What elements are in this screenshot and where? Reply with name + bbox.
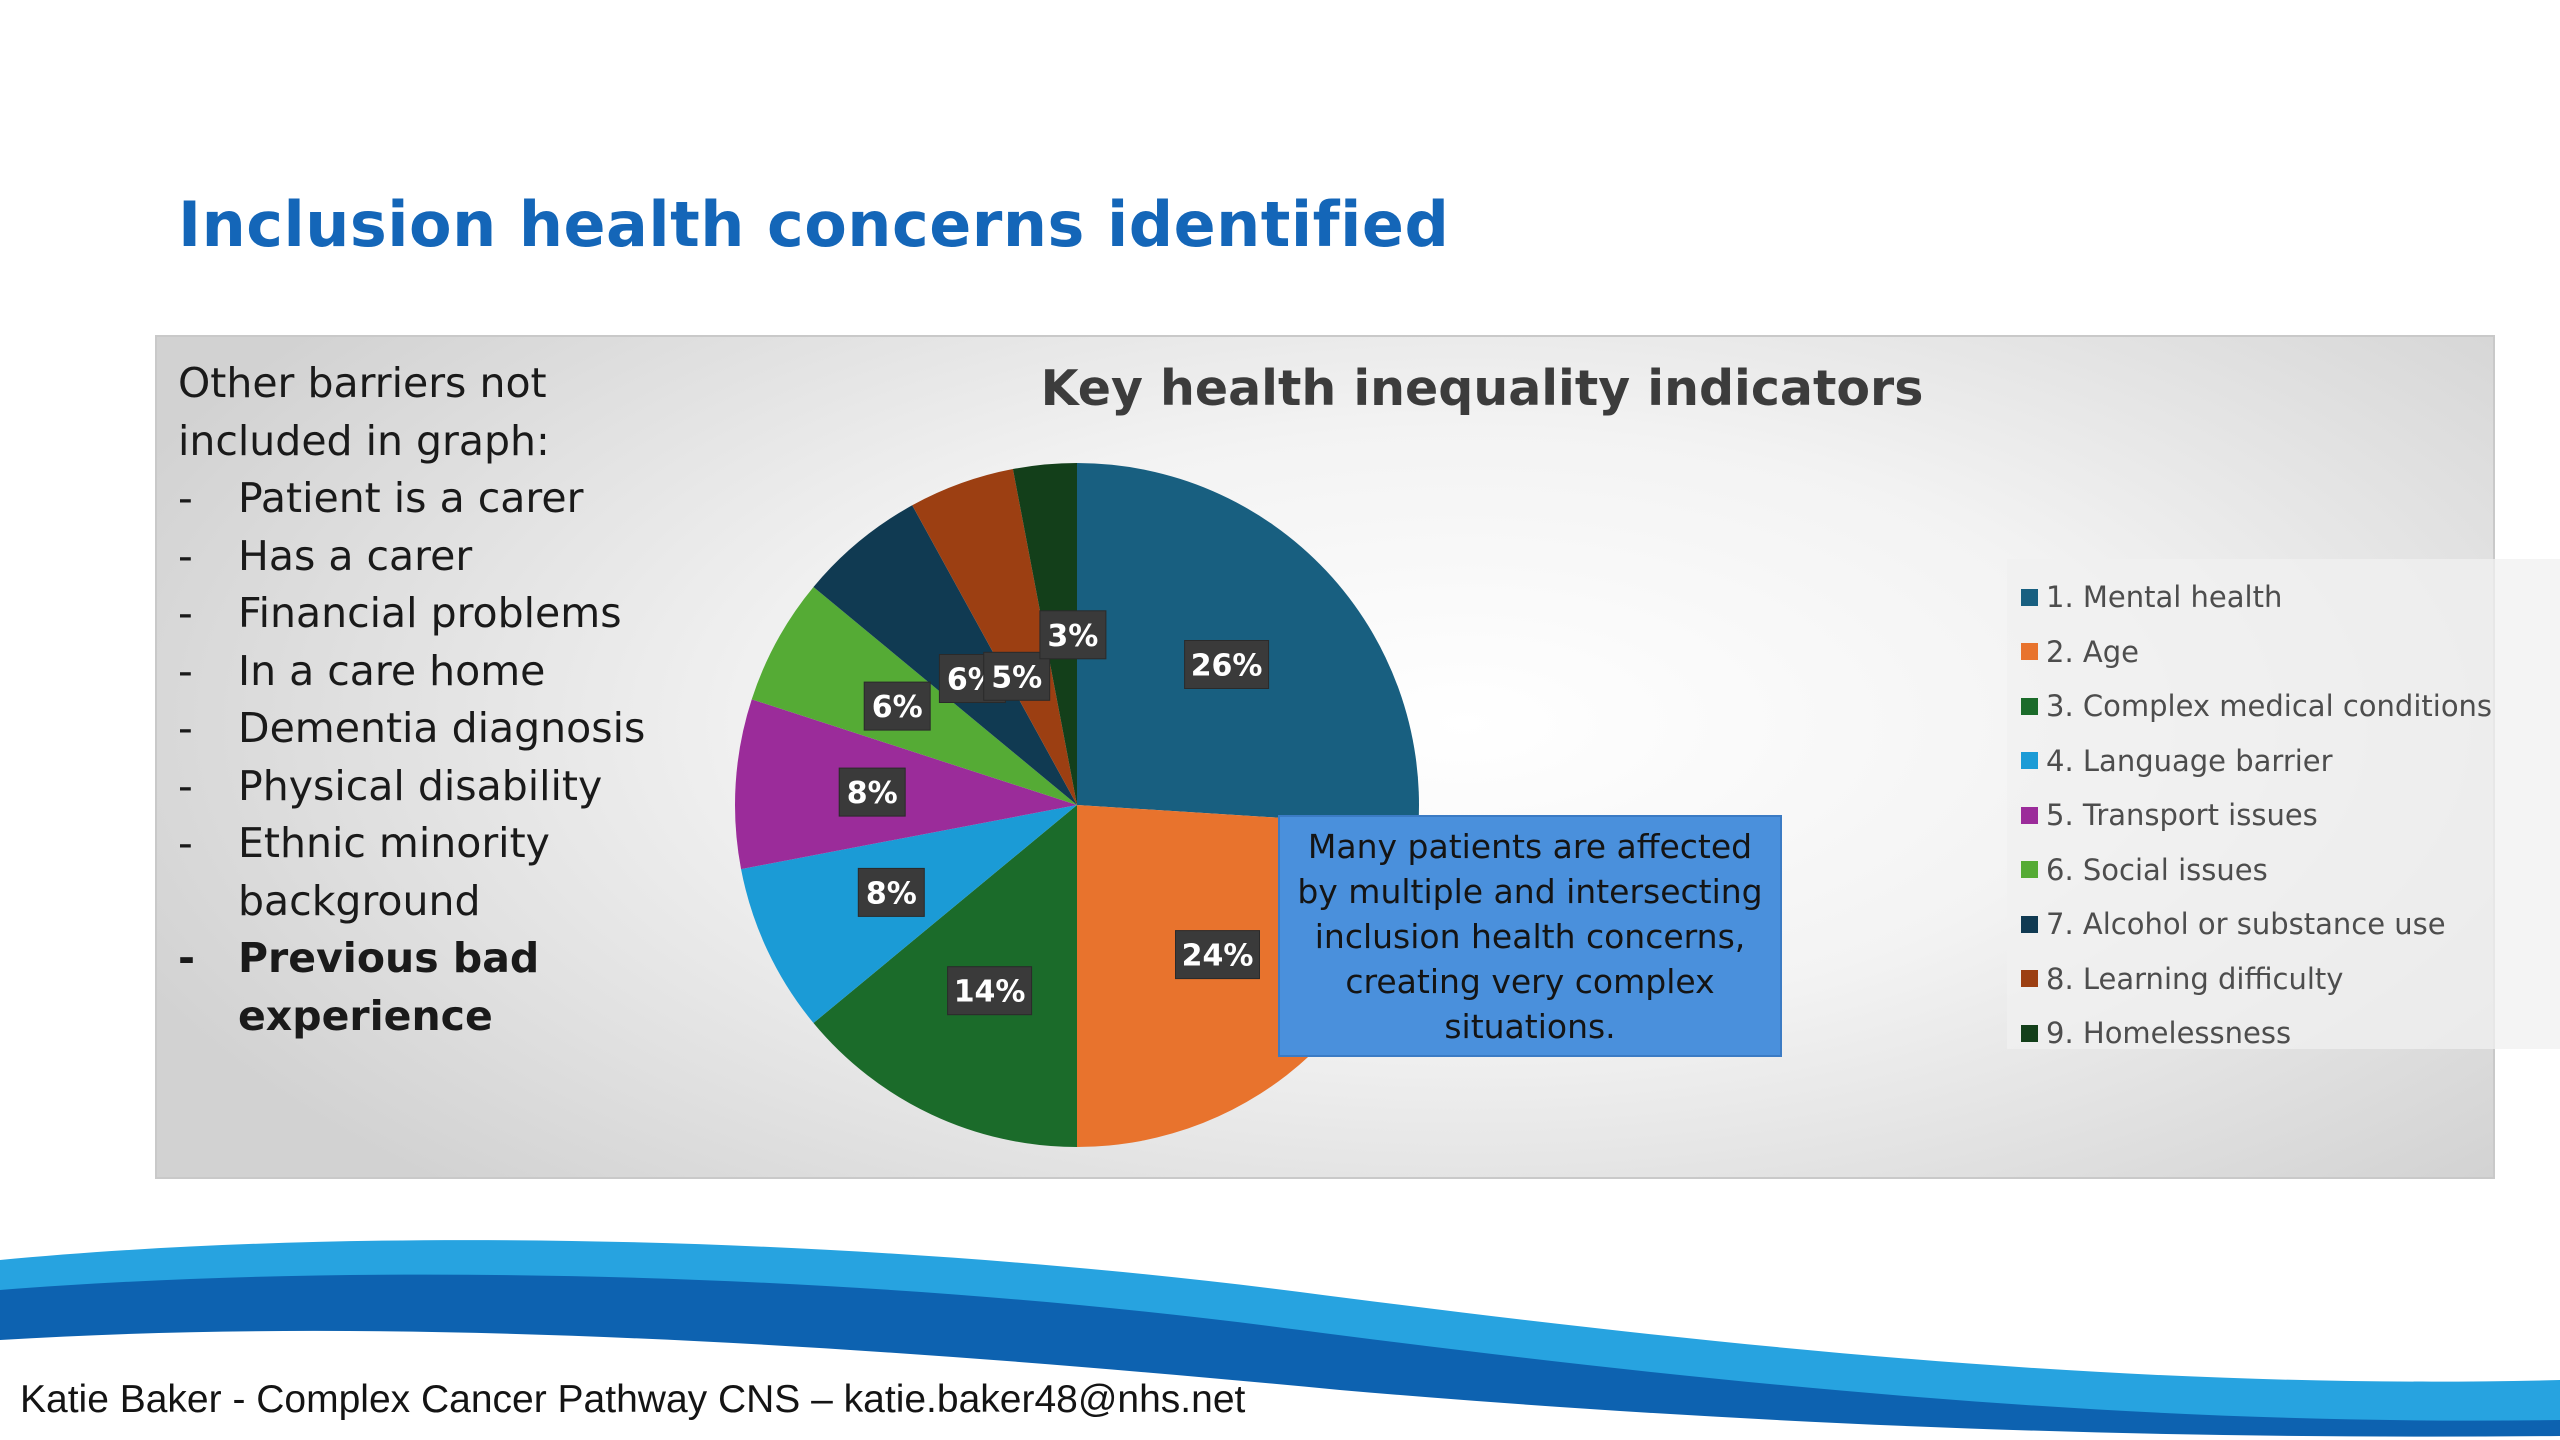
- legend-item: 9. Homelessness: [2021, 1006, 2560, 1061]
- bullet-dash: -: [178, 589, 193, 637]
- pie-data-label: 26%: [1184, 640, 1270, 689]
- legend-label: 9. Homelessness: [2046, 1016, 2292, 1051]
- barrier-item: - Ethnic minority background: [178, 815, 738, 930]
- bullet-dash: -: [178, 531, 193, 580]
- chart-legend: 1. Mental health 2. Age 3. Complex medical…: [2007, 559, 2560, 1050]
- data-label-box: [947, 966, 1033, 1016]
- barrier-item-text: background: [238, 876, 481, 925]
- bullet-dash: -: [178, 934, 196, 982]
- data-label-box: [1184, 640, 1270, 689]
- bullet-dash: -: [178, 704, 193, 752]
- data-label-box: [838, 767, 906, 817]
- legend-swatch: [2021, 643, 2038, 661]
- legend-swatch: [2021, 588, 2038, 606]
- barrier-item-text: Dementia diagnosis: [238, 704, 646, 752]
- data-label-text: 8%: [866, 876, 917, 911]
- legend-swatch: [2021, 1024, 2038, 1042]
- legend-label: 5. Transport issues: [2046, 798, 2318, 833]
- pie-data-label: 8%: [857, 867, 925, 917]
- data-label-text: 6%: [872, 690, 923, 725]
- data-label-box: [1175, 930, 1260, 980]
- bullet-dash: -: [178, 761, 193, 810]
- data-label-box: [857, 867, 925, 917]
- barrier-item-text: Physical disability: [238, 761, 603, 810]
- barrier-item: - Previous bad experience: [178, 930, 738, 1045]
- barrier-item-text: experience: [238, 991, 493, 1040]
- pie-data-label: 5%: [983, 651, 1051, 701]
- pie-slice: [912, 469, 1077, 805]
- legend-item: 2. Age: [2021, 625, 2560, 680]
- chart-title: Key health inequality indicators: [1040, 360, 1924, 417]
- data-label-box: [1039, 610, 1107, 660]
- legend-swatch: [2021, 970, 2038, 988]
- bullet-dash: -: [178, 474, 193, 522]
- barrier-item: - Dementia diagnosis: [178, 700, 738, 758]
- pie-chart: 26%24%14%8%8%6%6%5%3%: [735, 463, 1420, 1147]
- pie-data-label: 14%: [947, 966, 1033, 1016]
- barrier-item-text: Patient is a carer: [238, 474, 584, 522]
- legend-swatch: [2021, 697, 2038, 715]
- barriers-intro-line-1: Other barriers not: [178, 359, 547, 407]
- pie-slice: [813, 805, 1077, 1147]
- barrier-item: - Physical disability: [178, 758, 738, 816]
- legend-swatch: [2021, 806, 2038, 824]
- barrier-item-text: Has a carer: [238, 531, 473, 580]
- legend-swatch: [2021, 861, 2038, 879]
- barrier-item: - Patient is a carer: [178, 470, 738, 528]
- pie-data-label: 6%: [863, 681, 931, 731]
- legend-label: 1. Mental health: [2046, 580, 2283, 615]
- barrier-item-text: Financial problems: [238, 589, 622, 637]
- legend-label: 6. Social issues: [2046, 852, 2268, 887]
- data-label-box: [863, 681, 931, 731]
- data-label-text: 3%: [1047, 619, 1098, 654]
- callout-box: Many patients are affected by multiple a…: [1280, 817, 1780, 1055]
- legend-item: 1. Mental health: [2021, 570, 2560, 625]
- chart-panel: Other barriers not included in graph: -P…: [157, 337, 2560, 1177]
- barrier-items: - Patient is a carer - Has a carer - Financia…: [178, 470, 738, 1045]
- data-label-text: 24%: [1182, 939, 1254, 974]
- legend-label: 4. Language barrier: [2046, 743, 2333, 778]
- data-label-box: [983, 651, 1051, 701]
- legend-swatch: [2021, 752, 2038, 770]
- legend-label: 8. Learning difficulty: [2046, 961, 2344, 996]
- barriers-intro-line-2: included in graph:: [178, 416, 550, 465]
- bullet-dash: -: [178, 819, 193, 867]
- pie-data-label: 8%: [838, 767, 906, 817]
- footer-credit: Katie Baker - Complex Cancer Pathway CNS…: [20, 1378, 1246, 1421]
- legend-label: 7. Alcohol or substance use: [2046, 907, 2446, 942]
- pie-data-label: 3%: [1039, 610, 1107, 660]
- data-label-text: 26%: [1191, 649, 1263, 684]
- data-label-text: 8%: [847, 776, 898, 811]
- barrier-item: - In a care home: [178, 643, 738, 701]
- legend-item: 8. Learning difficulty: [2021, 952, 2560, 1007]
- legend-item: 4. Language barrier: [2021, 734, 2560, 789]
- legend-item: 5. Transport issues: [2021, 788, 2560, 843]
- barrier-item: - Financial problems: [178, 585, 738, 643]
- legend-item: 7. Alcohol or substance use: [2021, 897, 2560, 952]
- other-barriers-list: Other barriers not included in graph: -P…: [178, 355, 738, 1045]
- legend-item: 3. Complex medical conditions: [2021, 679, 2560, 734]
- legend-label: 2. Age: [2046, 634, 2139, 669]
- footer-wave: [0, 1240, 2560, 1440]
- barrier-item-text: In a care home: [238, 646, 546, 695]
- slide-title: Inclusion health concerns identified: [178, 188, 1450, 261]
- data-label-text: 5%: [991, 660, 1042, 695]
- bullet-dash: -: [178, 646, 193, 695]
- barrier-item-text: Ethnic minority: [238, 819, 550, 867]
- barrier-item: - Has a carer: [178, 528, 738, 586]
- pie-slice: [735, 699, 1077, 870]
- pie-data-label: 24%: [1175, 930, 1260, 980]
- legend-swatch: [2021, 915, 2038, 933]
- barrier-item-text: Previous bad: [238, 934, 540, 982]
- data-label-text: 14%: [954, 975, 1026, 1010]
- legend-item: 6. Social issues: [2021, 843, 2560, 898]
- legend-label: 3. Complex medical conditions: [2046, 689, 2493, 724]
